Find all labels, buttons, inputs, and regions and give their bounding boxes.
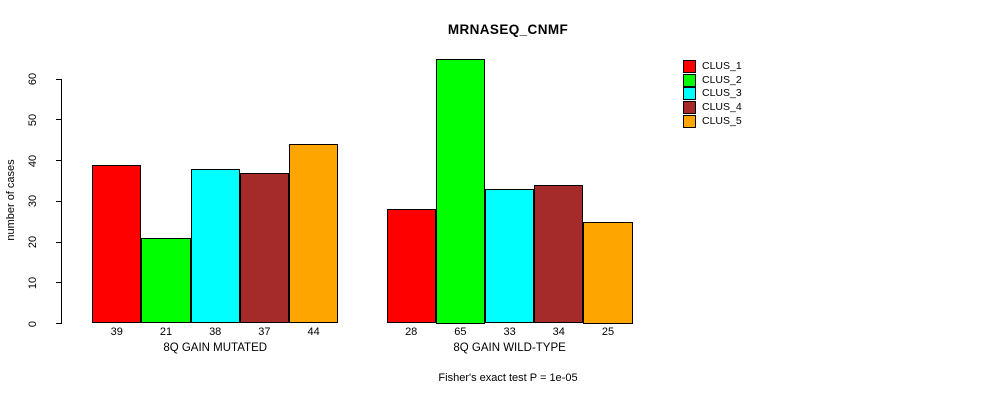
bar-value-label: 28 (405, 326, 418, 338)
y-axis-tick (56, 160, 62, 161)
bar-value-label: 34 (552, 326, 565, 338)
y-axis-tick (56, 282, 62, 284)
bar-value-label: 37 (258, 326, 271, 338)
legend-row: CLUS_5 (683, 114, 742, 128)
y-axis-tick-label: 50 (27, 113, 39, 126)
bar-value-label: 65 (454, 326, 467, 338)
y-axis-tick-label: 60 (27, 72, 39, 86)
group-label: 8Q GAIN MUTATED (163, 342, 268, 354)
bar-clus_1-group2 (386, 209, 436, 324)
bar-clus_1-group1 (92, 164, 142, 324)
bar-clus_2-group1 (141, 237, 191, 324)
group-label: 8Q GAIN WILD-TYPE (453, 342, 566, 354)
legend-row: CLUS_4 (683, 101, 742, 115)
bar-clus_3-group1 (190, 168, 240, 324)
legend-row: CLUS_2 (683, 73, 742, 88)
legend: CLUS_1 CLUS_2 CLUS_3 CLUS_4 CLUS_5 (683, 60, 742, 128)
y-axis-tick (56, 119, 62, 121)
stat-test-caption: Fisher's exact test P = 1e-05 (438, 372, 578, 384)
y-axis-tick (56, 78, 62, 80)
legend-label: CLUS_5 (702, 114, 742, 127)
y-axis-tick-label: 20 (27, 235, 39, 249)
bar-clus_5-group1 (289, 144, 339, 324)
y-axis-tick-label: 40 (27, 154, 39, 167)
bar-clus_3-group2 (485, 189, 535, 324)
legend-swatch-clus_5 (683, 114, 696, 128)
bar-value-label: 44 (307, 326, 320, 338)
chart-title: MRNASEQ_CNMF (447, 22, 569, 37)
bar-clus_4-group1 (239, 172, 289, 324)
legend-swatch-clus_1 (683, 60, 696, 74)
bar-value-label: 21 (159, 326, 173, 338)
bar-clus_5-group2 (583, 221, 633, 324)
y-axis-tick (56, 241, 62, 243)
bar-clus_2-group2 (435, 58, 485, 324)
legend-label: CLUS_1 (702, 60, 742, 73)
bar-value-label: 38 (209, 326, 222, 338)
y-axis-title: number of cases (5, 159, 17, 241)
y-axis-tick-label: 30 (27, 195, 39, 208)
legend-label: CLUS_3 (702, 87, 742, 100)
legend-row: CLUS_1 (683, 60, 742, 74)
legend-label: CLUS_2 (702, 73, 742, 86)
bar-value-label: 39 (110, 326, 123, 338)
y-axis-tick (56, 200, 62, 202)
y-axis-tick-label: 10 (27, 276, 39, 289)
legend-swatch-clus_3 (683, 87, 696, 101)
y-axis-tick-label: 0 (27, 320, 39, 327)
legend-row: CLUS_3 (683, 87, 742, 101)
bar-clus_4-group2 (534, 184, 584, 324)
legend-swatch-clus_2 (683, 73, 696, 87)
y-axis-tick (56, 323, 62, 324)
legend-swatch-clus_4 (683, 101, 696, 115)
bar-value-label: 33 (503, 326, 516, 338)
legend-label: CLUS_4 (702, 101, 742, 114)
bar-value-label: 25 (601, 326, 615, 338)
